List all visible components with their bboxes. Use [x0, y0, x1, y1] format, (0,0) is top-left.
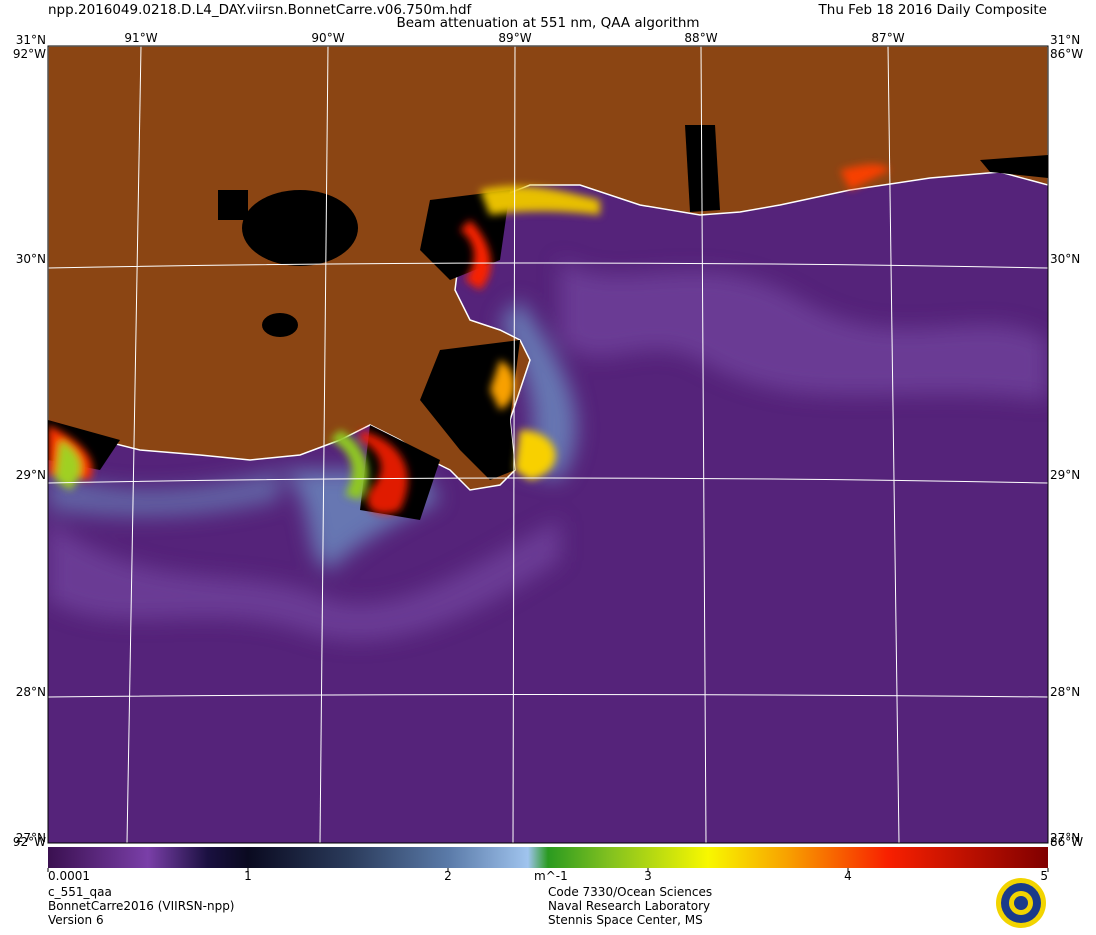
colorbar-ticks: 0.0001 1 2 3 4 5 m^-1 — [47, 868, 1049, 883]
corner-lat-label: 31°N — [1050, 33, 1080, 47]
corner-lon-label: 92°W — [13, 835, 46, 849]
footer-right: Stennis Space Center, MS — [548, 913, 703, 927]
lat-label: 29°N — [16, 468, 46, 482]
footer-right: Code 7330/Ocean Sciences — [548, 885, 712, 899]
lat-label: 30°N — [1050, 252, 1080, 266]
colorbar-unit: m^-1 — [534, 869, 568, 883]
lon-label: 89°W — [498, 31, 531, 45]
lat-label: 28°N — [16, 685, 46, 699]
footer-right: Naval Research Laboratory — [548, 899, 710, 913]
corner-lon-label: 86°W — [1050, 47, 1083, 61]
corner-lon-label: 86°W — [1050, 835, 1083, 849]
map-title: Beam attenuation at 551 nm, QAA algorith… — [396, 15, 699, 31]
colorbar-tick-label: 2 — [444, 869, 452, 883]
date-label: Thu Feb 18 2016 Daily Composite — [818, 2, 1047, 18]
file-name: npp.2016049.0218.D.L4_DAY.viirsn.BonnetC… — [48, 2, 473, 18]
lat-label: 28°N — [1050, 685, 1080, 699]
lat-label: 29°N — [1050, 468, 1080, 482]
lon-label: 87°W — [871, 31, 904, 45]
colorbar-tick-label: 3 — [644, 869, 652, 883]
footer-left: Version 6 — [48, 913, 104, 927]
map-frame — [47, 45, 1049, 844]
ocean-swirls — [48, 260, 1048, 641]
colorbar-tick-label: 1 — [244, 869, 252, 883]
colorbar-tick-label: 4 — [844, 869, 852, 883]
graticule — [48, 46, 1048, 843]
footer-left: BonnetCarre2016 (VIIRSN-npp) — [48, 899, 235, 913]
turbid-plumes — [48, 164, 890, 514]
lat-label: 30°N — [16, 252, 46, 266]
lon-label: 90°W — [311, 31, 344, 45]
colorbar — [48, 847, 1048, 868]
emblem — [996, 878, 1046, 928]
corner-lon-label: 92°W — [13, 47, 46, 61]
corner-lat-label: 27°N — [1050, 831, 1080, 845]
lon-label: 88°W — [684, 31, 717, 45]
lon-label: 91°W — [124, 31, 157, 45]
colorbar-tick-label: 0.0001 — [48, 869, 90, 883]
corner-lat-label: 31°N — [16, 33, 46, 47]
corner-lat-label: 27°N — [16, 831, 46, 845]
map-image — [48, 46, 1048, 843]
footer-left: c_551_qaa — [48, 885, 112, 899]
colorbar-tick-label: 5 — [1040, 869, 1048, 883]
